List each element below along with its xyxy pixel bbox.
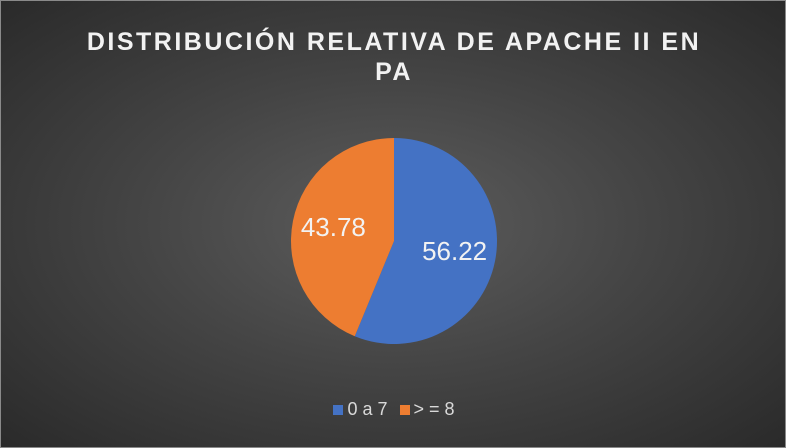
- pie-slice: [354, 138, 497, 344]
- legend-label: 0 a 7: [347, 399, 388, 419]
- legend-item: 0 a 7: [333, 399, 388, 420]
- legend-swatch: [399, 404, 410, 415]
- legend-label: > = 8: [413, 399, 455, 419]
- legend: 0 a 7 > = 8: [1, 399, 785, 420]
- legend-item: > = 8: [399, 399, 455, 420]
- legend-swatch: [333, 404, 344, 415]
- data-label: 56.22: [422, 236, 487, 266]
- chart-title: DISTRIBUCIÓN RELATIVA DE APACHE II EN PA: [86, 28, 702, 86]
- data-label: 43.78: [301, 212, 366, 242]
- pie-slice: [290, 138, 394, 337]
